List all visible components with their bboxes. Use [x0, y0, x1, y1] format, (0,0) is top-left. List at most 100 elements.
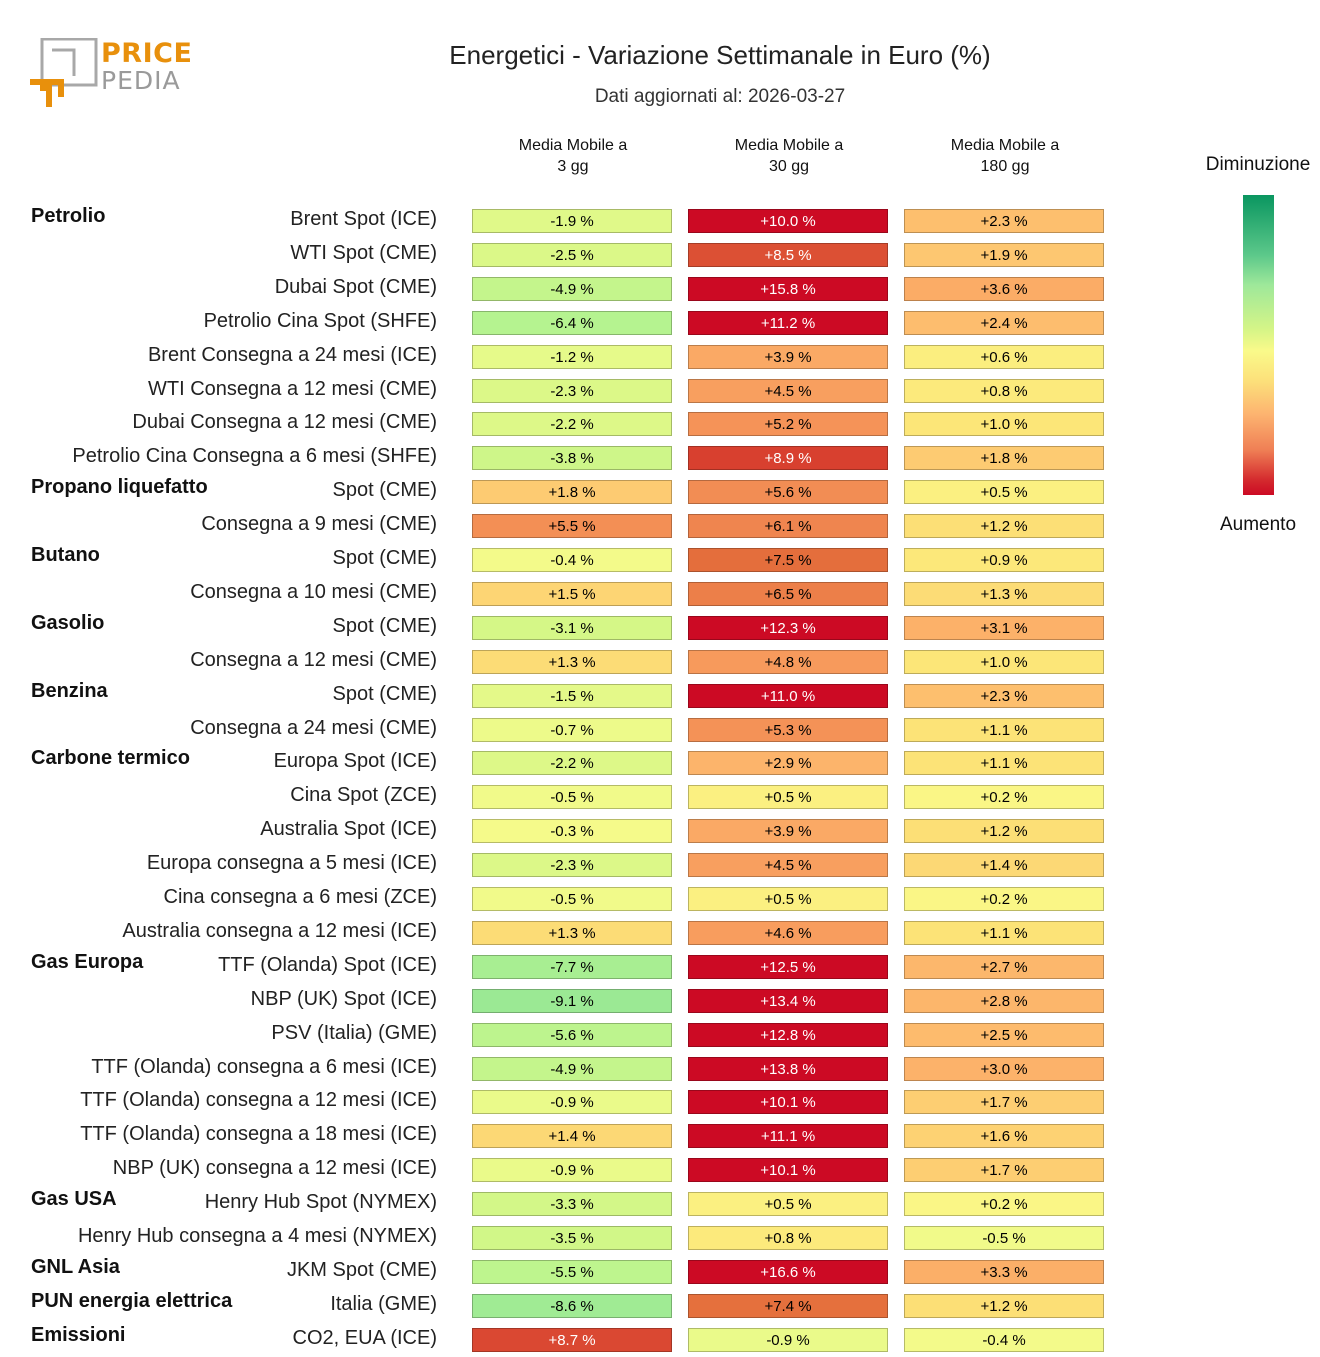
row-label: CO2, EUA (ICE)	[292, 1326, 437, 1349]
heatmap-cell: +6.1 %	[688, 514, 888, 539]
heatmap-cell: +8.7 %	[472, 1327, 672, 1352]
heatmap-cell: -0.5 %	[472, 887, 672, 911]
column-header-line: 3 gg	[557, 158, 589, 175]
row-label: Cina consegna a 6 mesi (ZCE)	[163, 886, 437, 908]
row-label: Spot (CME)	[332, 479, 437, 502]
row-label: NBP (UK) consegna a 12 mesi (ICE)	[112, 1157, 437, 1180]
heatmap-cell: -6.4 %	[472, 310, 672, 335]
row-group-label: Butano	[31, 544, 100, 566]
heatmap-cell: -1.5 %	[472, 683, 672, 708]
heatmap-cell: +1.7 %	[904, 1090, 1104, 1115]
row-label: Henry Hub Spot (NYMEX)	[204, 1191, 437, 1214]
heatmap-cell: +1.3 %	[472, 920, 672, 945]
heatmap-cell: +11.0 %	[688, 683, 888, 708]
column-header-line: Media Mobile a	[734, 137, 844, 154]
row-label: Europa Spot (ICE)	[273, 750, 437, 773]
heatmap-cell: +11.1 %	[688, 1124, 888, 1149]
heatmap-cell: +1.5 %	[472, 581, 672, 606]
heatmap-cell: -3.5 %	[472, 1226, 672, 1250]
column-header-180gg: Media Mobile a 180 gg	[904, 135, 1106, 177]
row-group-label: Emissioni	[31, 1323, 126, 1346]
heatmap-cell: +1.4 %	[904, 853, 1104, 878]
heatmap-cell: +1.1 %	[904, 751, 1104, 776]
heatmap-cell: +0.2 %	[904, 1192, 1104, 1217]
heatmap-cell: -0.5 %	[472, 785, 672, 810]
heatmap-cell: +0.5 %	[688, 1192, 888, 1217]
row-label: Italia (GME)	[330, 1292, 437, 1315]
heatmap-cell: +5.3 %	[688, 717, 888, 742]
heatmap-cell: -0.4 %	[904, 1327, 1104, 1352]
heatmap-cell: +1.6 %	[904, 1124, 1104, 1149]
heatmap-cell: +3.9 %	[688, 344, 888, 369]
heatmap-cell: +8.5 %	[688, 242, 888, 267]
row-label: Dubai Consegna a 12 mesi (CME)	[132, 411, 437, 434]
heatmap-cell: +1.0 %	[904, 412, 1104, 437]
heatmap-cell: +2.3 %	[904, 683, 1104, 708]
column-header-3gg: Media Mobile a 3 gg	[472, 135, 674, 177]
heatmap-cell: +3.6 %	[904, 276, 1104, 301]
heatmap-cell: +1.0 %	[904, 649, 1104, 674]
heatmap-cell: -0.3 %	[472, 819, 672, 844]
heatmap-cell: +3.0 %	[904, 1056, 1104, 1081]
row-label: WTI Consegna a 12 mesi (CME)	[148, 377, 437, 400]
heatmap-cell: +0.2 %	[904, 887, 1104, 911]
heatmap-cell: -1.2 %	[472, 344, 672, 369]
legend-bottom-label: Aumento	[1219, 514, 1297, 535]
heatmap-cell: -7.7 %	[472, 954, 672, 979]
heatmap-cell: -0.5 %	[904, 1226, 1104, 1250]
heatmap-cell: +1.8 %	[904, 446, 1104, 471]
heatmap-cell: -2.3 %	[472, 378, 672, 403]
heatmap-cell: -9.1 %	[472, 988, 672, 1013]
logo-text-pedia: PEDIA	[101, 66, 181, 95]
heatmap-cell: +0.8 %	[904, 378, 1104, 403]
heatmap-cell: +10.1 %	[688, 1158, 888, 1183]
heatmap-cell: -1.9 %	[472, 209, 672, 233]
heatmap-cell: +0.5 %	[904, 480, 1104, 505]
heatmap-cell: +2.5 %	[904, 1022, 1104, 1047]
heatmap-cell: +5.6 %	[688, 480, 888, 505]
heatmap-cell: +0.5 %	[688, 887, 888, 911]
heatmap-cell: -4.9 %	[472, 276, 672, 301]
row-label: Europa consegna a 5 mesi (ICE)	[146, 852, 437, 875]
row-label: Dubai Spot (CME)	[274, 275, 437, 298]
heatmap-cell: +0.5 %	[688, 785, 888, 810]
heatmap-cell: -5.6 %	[472, 1022, 672, 1047]
heatmap-cell: -0.9 %	[472, 1090, 672, 1115]
row-label: Consegna a 10 mesi (CME)	[190, 580, 437, 603]
heatmap-cell: +13.4 %	[688, 988, 888, 1013]
heatmap-cell: +16.6 %	[688, 1259, 888, 1284]
row-label: Brent Spot (ICE)	[290, 208, 437, 230]
heatmap-cell: +2.9 %	[688, 751, 888, 776]
heatmap-cell: +1.1 %	[904, 920, 1104, 945]
heatmap-cell: -5.5 %	[472, 1259, 672, 1284]
heatmap-cell: +5.2 %	[688, 412, 888, 437]
heatmap-cell: +1.2 %	[904, 819, 1104, 844]
heatmap-cell: +4.6 %	[688, 920, 888, 945]
row-label: Consegna a 9 mesi (CME)	[201, 513, 437, 536]
row-label: Petrolio Cina Spot (SHFE)	[203, 309, 437, 332]
logo-text-price: PRICE	[101, 38, 193, 69]
heatmap-cell: +2.4 %	[904, 310, 1104, 335]
heatmap-cell: +6.5 %	[688, 581, 888, 606]
heatmap-cell: +4.5 %	[688, 378, 888, 403]
heatmap-cell: +10.1 %	[688, 1090, 888, 1115]
row-group-label: Gasolio	[31, 611, 105, 634]
heatmap-cell: +13.8 %	[688, 1056, 888, 1081]
legend-top-label: Diminuzione	[1205, 154, 1311, 175]
heatmap-cell: +1.2 %	[904, 514, 1104, 539]
row-label: TTF (Olanda) consegna a 12 mesi (ICE)	[80, 1089, 437, 1112]
row-group-label: GNL Asia	[31, 1255, 120, 1278]
column-header-30gg: Media Mobile a 30 gg	[688, 135, 890, 177]
row-label: Australia Spot (ICE)	[260, 818, 437, 841]
heatmap-cell: +0.8 %	[688, 1226, 888, 1250]
row-label: TTF (Olanda) consegna a 18 mesi (ICE)	[80, 1123, 437, 1146]
legend-colorbar	[1243, 195, 1274, 495]
heatmap-cell: +2.7 %	[904, 954, 1104, 979]
chart-subtitle: Dati aggiornati al: 2026-03-27	[594, 86, 846, 107]
heatmap-cell: -0.4 %	[472, 548, 672, 572]
column-header-line: Media Mobile a	[950, 137, 1060, 154]
pricepedia-logo-icon	[30, 38, 98, 107]
heatmap-cell: +0.6 %	[904, 344, 1104, 369]
heatmap-cell: +0.9 %	[904, 548, 1104, 572]
row-label: Australia consegna a 12 mesi (ICE)	[122, 919, 437, 942]
